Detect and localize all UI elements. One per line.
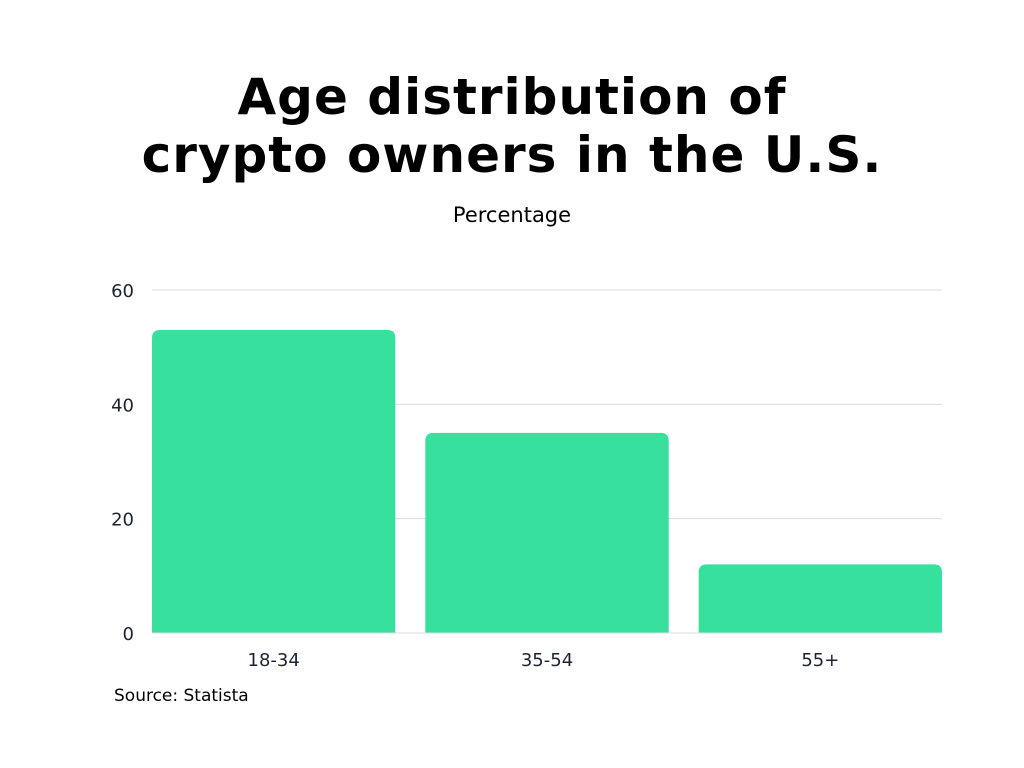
chart-title-line-2: crypto owners in the U.S.	[141, 126, 883, 184]
x-tick-label: 55+	[801, 650, 839, 671]
y-tick-label: 0	[123, 624, 134, 645]
y-tick-label: 60	[111, 281, 134, 302]
x-tick-label: 18-34	[248, 650, 300, 671]
bar-18-34	[152, 330, 396, 633]
chart-subtitle: Percentage	[452, 203, 572, 227]
source-note: Source: Statista	[114, 686, 249, 706]
y-tick-label: 20	[111, 510, 134, 531]
x-tick-label: 35-54	[521, 650, 573, 671]
chart-title-line-1: Age distribution of	[237, 68, 787, 126]
y-tick-label: 40	[111, 395, 134, 416]
bar-55+	[698, 564, 942, 633]
bar-35-54	[425, 432, 669, 633]
